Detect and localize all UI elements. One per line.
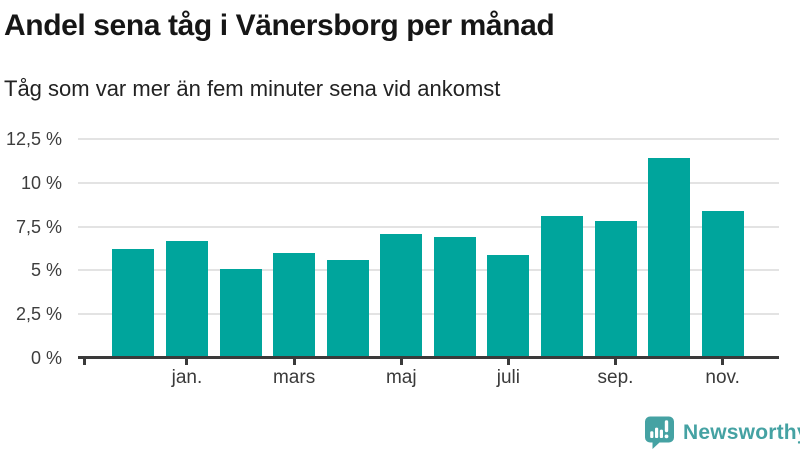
x-tick-label: juli [496,367,520,388]
plot-area [78,138,779,365]
x-tick-mark [185,358,189,365]
bar-nov. [701,210,744,358]
y-tick-label: 0 % [30,348,62,368]
bar-jan. [165,240,208,358]
gridline [78,225,779,228]
x-tick-mark [82,358,86,365]
y-tick-label: 12,5 % [5,129,62,149]
newsworthy-logo-link[interactable]: Newsworthy [644,416,800,449]
x-tick-label: maj [385,367,417,388]
bar-okt. [648,158,691,358]
bar-sep. [594,221,637,358]
bar-juli [487,254,530,358]
chart-title: Andel sena tåg i Vänersborg per månad [4,9,555,42]
y-tick-label: 10 % [20,172,62,193]
x-tick-label: jan. [171,367,203,388]
newsworthy-bubble-chart-icon [645,416,674,449]
chart-subtitle: Tåg som var mer än fem minuter sena vid … [4,76,501,101]
bar-feb. [219,268,262,358]
x-tick-mark [506,358,510,365]
x-tick-label: mars [272,367,316,388]
bar-maj [380,233,423,358]
bar-apr. [326,259,369,358]
x-tick-mark [721,358,725,365]
newsworthy-wordmark: Newsworthy [683,420,800,444]
x-tick-mark [399,358,403,365]
x-tick-mark [614,358,618,365]
gridline [78,138,779,140]
y-tick-label: 5 % [30,260,62,281]
x-axis: jan. mars maj juli sep. nov. [78,367,779,391]
bar-mars [273,252,316,358]
gridline [78,269,779,272]
x-tick-label: sep. [597,367,634,388]
bar-aug. [540,216,583,358]
x-tick-label: nov. [705,367,740,388]
y-tick-label: 7,5 % [15,216,62,237]
bar-dec. [112,249,155,358]
y-tick-label: 2,5 % [15,304,62,325]
gridline [78,181,779,184]
x-tick-mark [292,358,296,365]
y-axis: 12,5 % 10 % 7,5 % 5 % 2,5 % 0 % [0,129,62,368]
gridline [78,313,779,316]
bar-juni [433,237,476,358]
x-axis-line [78,356,779,359]
